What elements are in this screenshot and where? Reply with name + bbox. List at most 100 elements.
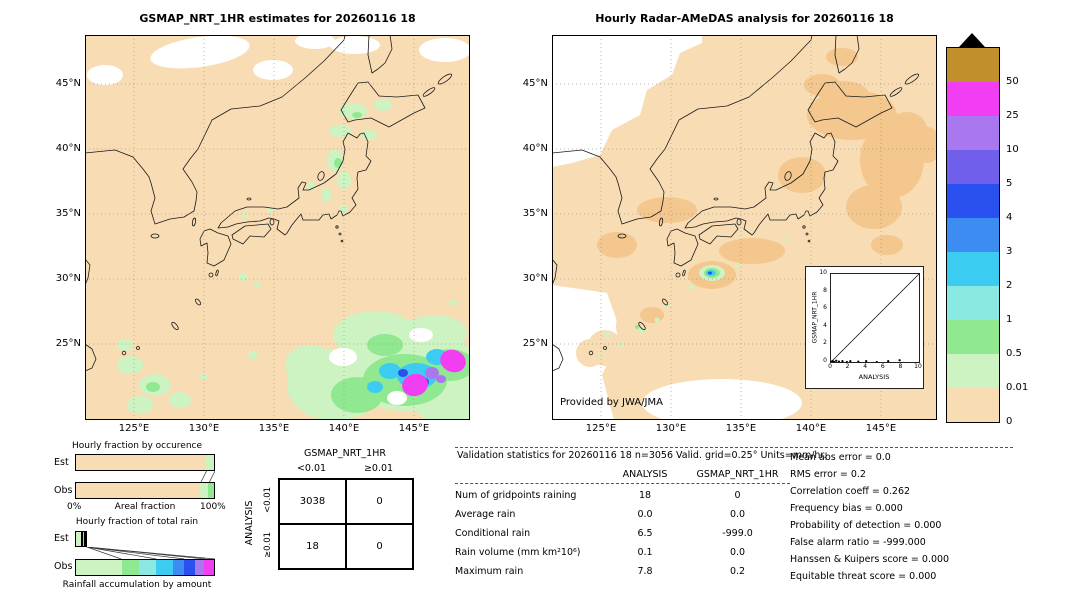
contingency-col-group: GSMAP_NRT_1HR xyxy=(304,448,386,459)
lat-tick-label: 35°N xyxy=(522,208,548,219)
bar-segment xyxy=(156,560,173,575)
validation-analysis-value: 0.1 xyxy=(637,547,653,558)
scatter-point xyxy=(849,360,852,363)
scatter-point xyxy=(841,360,844,363)
score-value: 0.000 xyxy=(909,571,937,582)
right-map-title: Hourly Radar-AMeDAS analysis for 2026011… xyxy=(595,12,894,25)
skill-scores: Mean abs error = 0.0 RMS error = 0.2 Corre… xyxy=(790,452,1015,588)
inset-y-tick: 10 xyxy=(819,269,827,276)
occurrence-obs-label: Obs xyxy=(54,485,73,496)
bar-segment xyxy=(204,560,214,575)
scatter-point xyxy=(857,360,860,363)
bar-segment xyxy=(76,455,206,470)
validation-row-label: Conditional rain xyxy=(455,528,531,539)
inset-x-tick: 6 xyxy=(880,363,885,370)
colorbar-segment xyxy=(947,388,999,422)
colorbar-overflow-arrow xyxy=(959,33,985,47)
bar-segment xyxy=(76,483,201,498)
bar-segment xyxy=(205,455,214,470)
colorbar-tick-label: 2 xyxy=(1006,280,1013,291)
colorbar-segment xyxy=(947,218,999,252)
colorbar-tick-label: 0.5 xyxy=(1006,348,1022,359)
colorbar-segment xyxy=(947,150,999,184)
score-label: Hanssen & Kuipers score = xyxy=(790,554,922,565)
inset-x-tick: 10 xyxy=(914,363,922,370)
validation-gsmap-value: 0.0 xyxy=(729,509,746,520)
lon-tick-label: 125°E xyxy=(118,423,150,434)
outside-radar-coverage xyxy=(552,35,802,420)
lon-tick-label: 145°E xyxy=(865,423,897,434)
totalrain-est-bar xyxy=(75,531,215,547)
inset-y-tick: 4 xyxy=(823,321,827,329)
colorbar-segment xyxy=(947,48,999,82)
score-line: Probability of detection = 0.000 xyxy=(790,520,1015,537)
inset-y-tick: 8 xyxy=(823,286,827,294)
totalrain-est-label: Est xyxy=(54,533,69,544)
lat-tick-label: 35°N xyxy=(55,208,81,219)
lat-tick-label: 30°N xyxy=(522,273,548,284)
scatter-point xyxy=(875,360,878,364)
bar-segment xyxy=(200,483,209,498)
contingency-cell: 18 xyxy=(279,524,346,569)
validation-analysis-value: 7.8 xyxy=(637,566,653,577)
scatter-point xyxy=(865,360,868,363)
score-line: False alarm ratio = -999.000 xyxy=(790,537,1015,554)
occurrence-x-title: Areal fraction xyxy=(114,502,176,512)
validation-header: ANALYSIS GSMAP_NRT_1HR xyxy=(455,465,790,484)
lat-tick-label: 40°N xyxy=(55,143,81,154)
lon-tick-label: 130°E xyxy=(655,423,687,434)
scatter-point xyxy=(835,359,838,362)
divider-dashed-header xyxy=(455,483,790,484)
validation-gsmap-value: 0 xyxy=(734,490,741,501)
score-label: Correlation coeff = xyxy=(790,486,883,497)
score-label: Mean abs error = xyxy=(790,452,876,463)
scatter-point xyxy=(898,359,901,362)
colorbar-tick-label: 25 xyxy=(1006,110,1019,121)
score-label: Equitable threat score = xyxy=(790,571,910,582)
connector-line xyxy=(200,471,207,482)
bar-segment xyxy=(172,560,184,575)
validation-gsmap-value: 0.0 xyxy=(729,547,746,558)
contingency-cell: 3038 xyxy=(279,479,346,524)
colorbar-segment xyxy=(947,354,999,388)
lon-tick-label: 145°E xyxy=(398,423,430,434)
one-to-one-line xyxy=(830,273,920,363)
contingency-grid: 3038 0 18 0 xyxy=(278,478,414,570)
validation-gsmap-value: 0.2 xyxy=(729,566,746,577)
left-map-canvas xyxy=(85,35,470,420)
bar-segment xyxy=(84,531,87,547)
contingency-cell: 0 xyxy=(346,524,413,569)
inset-x-tick: 8 xyxy=(898,363,903,370)
lon-tick-label: 135°E xyxy=(725,423,757,434)
lat-tick-label: 45°N xyxy=(522,78,548,89)
totalrain-connector xyxy=(86,547,215,559)
colorbar-tick-label: 5 xyxy=(1006,178,1013,189)
colorbar-tick-label: 1 xyxy=(1006,314,1013,325)
bar-segment xyxy=(121,560,140,575)
occurrence-est-bar xyxy=(75,454,215,471)
contingency-row-label-lt: <0.01 xyxy=(263,486,273,514)
colorbar-scale xyxy=(946,47,1000,423)
fraction-charts: Hourly fraction by occurence Est Obs 0% … xyxy=(52,441,228,601)
contingency-row-group: ANALYSIS xyxy=(244,500,255,546)
lon-tick-label: 140°E xyxy=(795,423,827,434)
score-line: RMS error = 0.2 xyxy=(790,469,1015,486)
contingency-cell: 0 xyxy=(346,479,413,524)
occurrence-est-label: Est xyxy=(54,457,69,468)
left-map: 45°N 40°N 35°N 30°N 25°N 125°E 130°E 135°E 140°E… xyxy=(56,35,470,434)
validation-row-label: Rain volume (mm km²10⁶) xyxy=(455,547,581,558)
lat-tick-label: 45°N xyxy=(55,78,81,89)
connector-line xyxy=(86,547,122,559)
occurrence-x-min: 0% xyxy=(67,502,82,512)
totalrain-caption: Rainfall accumulation by amount xyxy=(62,580,212,590)
colorbar-segment xyxy=(947,286,999,320)
lat-tick-label: 25°N xyxy=(522,338,548,349)
inset-x-tick: 0 xyxy=(828,363,832,370)
validation-row-label: Average rain xyxy=(455,509,516,520)
credit-text: Provided by JWA/JMA xyxy=(560,397,663,408)
score-value: 0.0 xyxy=(875,452,891,463)
score-line: Hanssen & Kuipers score = 0.000 xyxy=(790,554,1015,571)
colorbar-segment xyxy=(947,116,999,150)
occurrence-connector xyxy=(200,471,215,482)
